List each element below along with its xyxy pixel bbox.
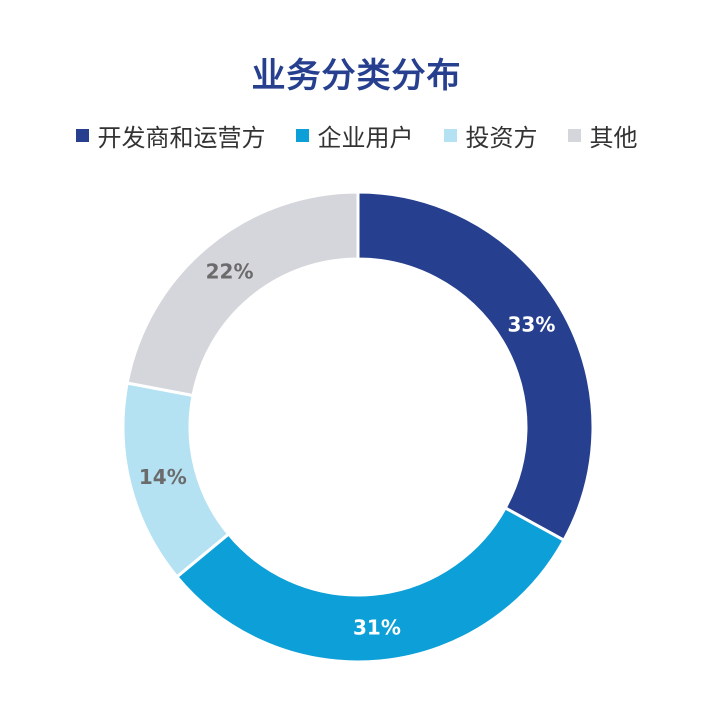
chart-title: 业务分类分布: [251, 56, 462, 96]
legend-item-investor: 投资方: [443, 118, 538, 153]
slice-label-investor: 14%: [139, 465, 187, 489]
legend-swatch-enterprise: [295, 129, 309, 142]
legend-label-enterprise: 企业用户: [317, 124, 414, 152]
legend-swatch-developer: [75, 129, 89, 142]
legend-label-developer: 开发商和运营方: [97, 124, 266, 152]
slice-enterprise: [174, 505, 566, 664]
legend-item-enterprise: 企业用户: [295, 118, 414, 153]
slice-label-developer: 33%: [508, 312, 556, 336]
chart-legend: 开发商和运营方 企业用户 投资方 其他: [0, 118, 713, 153]
legend-item-developer: 开发商和运营方: [75, 118, 266, 153]
legend-swatch-investor: [443, 129, 457, 142]
legend-item-other: 其他: [567, 118, 638, 153]
legend-label-investor: 投资方: [465, 124, 538, 152]
legend-swatch-other: [567, 129, 581, 142]
slice-label-enterprise: 31%: [353, 616, 401, 640]
slice-other: [125, 190, 360, 398]
slice-label-other: 22%: [206, 260, 254, 284]
slice-developer: [356, 190, 595, 543]
legend-label-other: 其他: [589, 124, 638, 152]
